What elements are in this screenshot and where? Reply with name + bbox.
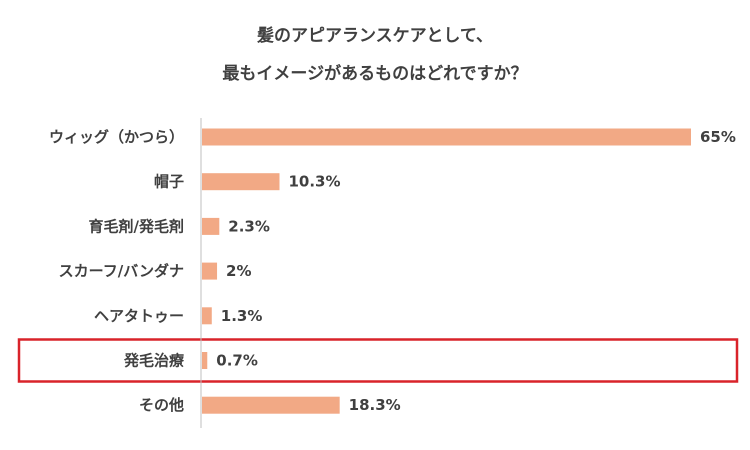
- bar: [202, 173, 280, 191]
- bars-layer: ウィッグ（かつら） 65% 帽子 10.3% 育毛剤/発毛剤 2.3% スカーフ/バンダナ 2…: [17, 128, 739, 414]
- bar: [202, 262, 218, 280]
- value-label: 65%: [700, 128, 736, 146]
- value-label: 1.3%: [221, 307, 263, 325]
- value-label: 18.3%: [349, 396, 401, 414]
- category-label: その他: [139, 396, 184, 414]
- value-label: 2.3%: [228, 217, 270, 235]
- category-label: スカーフ/バンダナ: [59, 262, 184, 280]
- value-label: 10.3%: [288, 173, 340, 191]
- value-label: 0.7%: [216, 352, 258, 370]
- bar: [202, 307, 212, 325]
- category-label: ウィッグ（かつら）: [49, 128, 184, 146]
- bar: [202, 128, 691, 146]
- value-label: 2%: [226, 262, 251, 280]
- bar: [202, 396, 340, 414]
- category-label: 帽子: [154, 173, 184, 191]
- category-label: 発毛治療: [123, 352, 185, 370]
- category-label: ヘアタトゥー: [94, 307, 184, 325]
- chart-title-line-1: 髪のアピアランスケアとして、: [256, 25, 493, 46]
- bar: [202, 352, 208, 369]
- highlight-box: [17, 338, 739, 383]
- chart-title-line-2: 最もイメージがあるものはどれですか？: [222, 63, 527, 84]
- bar: [202, 217, 220, 235]
- category-label: 育毛剤/発毛剤: [89, 217, 184, 235]
